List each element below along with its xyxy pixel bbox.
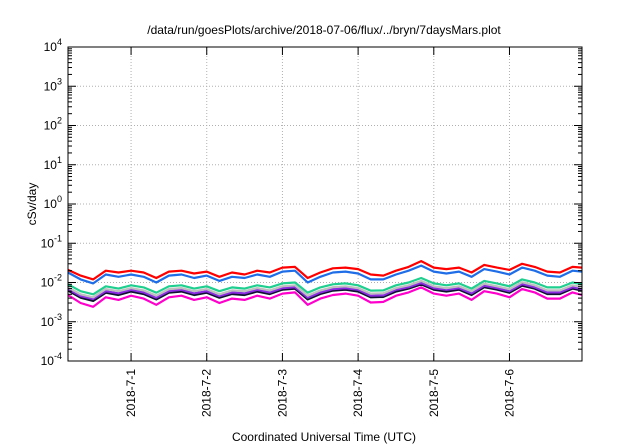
x-tick-label: 2018-7-4: [351, 369, 365, 417]
y-axis-label: cSv/day: [25, 183, 39, 226]
chart-title: /data/run/goesPlots/archive/2018-07-06/f…: [147, 23, 501, 37]
y-tick-label: 10-1: [41, 233, 62, 250]
x-tick-label: 2018-7-1: [124, 369, 138, 417]
series-line: [67, 279, 583, 299]
y-tick-label: 102: [44, 116, 62, 133]
series-line: [67, 283, 583, 302]
series-line: [67, 264, 583, 285]
y-tick-label: 101: [44, 155, 62, 172]
y-tick-label: 10-3: [41, 312, 62, 329]
series-line: [67, 276, 583, 296]
x-tick-label: 2018-7-3: [275, 369, 289, 417]
x-tick-label: 2018-7-6: [502, 369, 516, 417]
plot-border: [67, 46, 583, 362]
y-tick-label: 100: [44, 194, 62, 211]
grid: [68, 47, 582, 361]
x-tick-label: 2018-7-2: [200, 369, 214, 417]
y-tick-label: 104: [44, 37, 62, 54]
x-tick-label: 2018-7-5: [427, 369, 441, 417]
y-tick-label: 103: [44, 76, 62, 93]
y-tick-label: 10-4: [41, 351, 62, 368]
x-axis-label: Coordinated Universal Time (UTC): [232, 430, 416, 444]
y-axis: 10-4 10-3 10-2 10-1 100 101 102 103 104: [41, 37, 582, 368]
series-group: [67, 260, 583, 308]
x-axis: 2018-7-1 2018-7-2 2018-7-3 2018-7-4 2018-7-5…: [124, 47, 516, 417]
series-line: [67, 281, 583, 301]
series-line: [67, 260, 583, 281]
y-tick-label: 10-2: [41, 273, 62, 290]
series-line: [67, 286, 583, 308]
